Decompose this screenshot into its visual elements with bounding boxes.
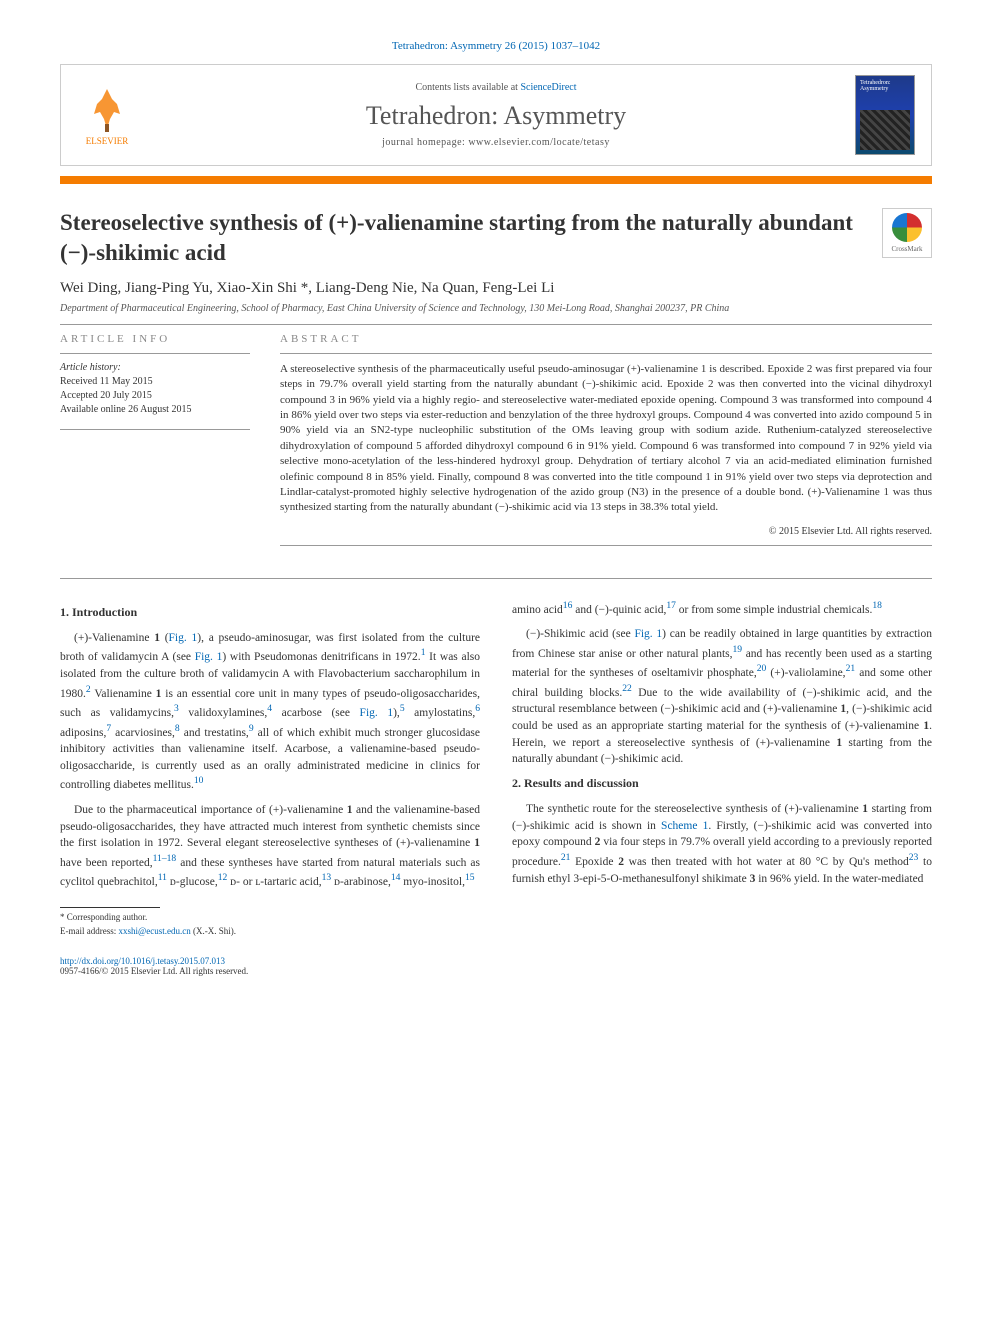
citation-ref[interactable]: 11–18 <box>153 853 177 864</box>
orange-divider-bar <box>60 176 932 184</box>
citation-ref[interactable]: 17 <box>666 600 676 611</box>
separator <box>60 353 250 354</box>
crossmark-badge[interactable]: CrossMark <box>882 208 932 258</box>
issn-copyright: 0957-4166/© 2015 Elsevier Ltd. All right… <box>60 966 932 976</box>
journal-title: Tetrahedron: Asymmetry <box>153 101 839 131</box>
citation-ref[interactable]: 22 <box>622 683 632 694</box>
homepage-prefix: journal homepage: <box>382 137 468 148</box>
citation-ref[interactable]: 16 <box>563 600 573 611</box>
email-prefix: E-mail address: <box>60 926 118 936</box>
article-title: Stereoselective synthesis of (+)-valiena… <box>60 208 866 268</box>
elsevier-logo: ELSEVIER <box>77 80 137 150</box>
figure-ref[interactable]: Fig. 1 <box>360 707 394 719</box>
article-history-label: Article history: <box>60 362 250 373</box>
citation-line: Tetrahedron: Asymmetry 26 (2015) 1037–10… <box>60 40 932 52</box>
journal-cover-thumbnail: Tetrahedron: Asymmetry <box>855 75 915 155</box>
email-suffix: (X.-X. Shi). <box>191 926 236 936</box>
corresponding-email-line: E-mail address: xxshi@ecust.edu.cn (X.-X… <box>60 926 480 936</box>
left-column: 1. Introduction (+)-Valienamine 1 (Fig. … <box>60 599 480 936</box>
citation-ref[interactable]: 6 <box>475 703 480 714</box>
citation-ref[interactable]: 13 <box>322 872 332 883</box>
corresponding-author-label: * Corresponding author. <box>60 912 480 922</box>
elsevier-label: ELSEVIER <box>86 136 129 146</box>
citation-ref[interactable]: 18 <box>872 600 882 611</box>
section-heading-intro: 1. Introduction <box>60 605 480 620</box>
body-paragraph: (−)-Shikimic acid (see Fig. 1) can be re… <box>512 626 932 768</box>
citation-ref[interactable]: 10 <box>194 775 204 786</box>
crossmark-label: CrossMark <box>891 245 922 253</box>
journal-header-box: ELSEVIER Contents lists available at Sci… <box>60 64 932 166</box>
citation-ref[interactable]: 23 <box>909 852 919 863</box>
body-paragraph: (+)-Valienamine 1 (Fig. 1), a pseudo-ami… <box>60 630 480 794</box>
doi-link[interactable]: http://dx.doi.org/10.1016/j.tetasy.2015.… <box>60 956 932 966</box>
contents-lists-line: Contents lists available at ScienceDirec… <box>153 82 839 93</box>
footnote-separator <box>60 907 160 908</box>
citation-ref[interactable]: 14 <box>391 872 401 883</box>
received-date: Received 11 May 2015 <box>60 375 250 389</box>
body-paragraph: amino acid16 and (−)-quinic acid,17 or f… <box>512 599 932 619</box>
section-heading-results: 2. Results and discussion <box>512 776 932 791</box>
journal-homepage-line: journal homepage: www.elsevier.com/locat… <box>153 137 839 148</box>
citation-ref[interactable]: 11 <box>158 872 167 883</box>
abstract-heading: ABSTRACT <box>280 333 932 345</box>
citation-ref[interactable]: 12 <box>218 872 228 883</box>
separator <box>60 578 932 579</box>
citation-ref[interactable]: 21 <box>561 852 571 863</box>
abstract-block: ABSTRACT A stereoselective synthesis of … <box>280 333 932 554</box>
body-paragraph: The synthetic route for the stereoselect… <box>512 801 932 887</box>
body-paragraph: Due to the pharmaceutical importance of … <box>60 802 480 891</box>
separator <box>280 545 932 546</box>
article-info-block: ARTICLE INFO Article history: Received 1… <box>60 333 250 554</box>
separator <box>60 324 932 325</box>
figure-ref[interactable]: Fig. 1 <box>195 651 223 663</box>
separator <box>280 353 932 354</box>
cover-image <box>860 110 910 150</box>
abstract-text: A stereoselective synthesis of the pharm… <box>280 362 932 516</box>
right-column: amino acid16 and (−)-quinic acid,17 or f… <box>512 599 932 936</box>
accepted-date: Accepted 20 July 2015 <box>60 389 250 403</box>
elsevier-tree-icon <box>82 84 132 134</box>
citation-ref[interactable]: 15 <box>465 872 475 883</box>
online-date: Available online 26 August 2015 <box>60 403 250 417</box>
citation-ref[interactable]: 21 <box>846 663 856 674</box>
article-info-heading: ARTICLE INFO <box>60 333 250 345</box>
abstract-copyright: © 2015 Elsevier Ltd. All rights reserved… <box>280 526 932 537</box>
homepage-url[interactable]: www.elsevier.com/locate/tetasy <box>468 137 610 148</box>
crossmark-icon <box>892 213 922 242</box>
author-list: Wei Ding, Jiang-Ping Yu, Xiao-Xin Shi *,… <box>60 280 932 297</box>
scheme-ref[interactable]: Scheme 1 <box>661 820 708 832</box>
author-email-link[interactable]: xxshi@ecust.edu.cn <box>118 926 190 936</box>
citation-ref[interactable]: 19 <box>733 644 743 655</box>
separator <box>60 429 250 430</box>
figure-ref[interactable]: Fig. 1 <box>634 628 662 640</box>
affiliation: Department of Pharmaceutical Engineering… <box>60 303 932 314</box>
cover-title: Tetrahedron: Asymmetry <box>860 80 910 92</box>
citation-ref[interactable]: 20 <box>757 663 767 674</box>
contents-prefix: Contents lists available at <box>415 82 520 93</box>
figure-ref[interactable]: Fig. 1 <box>169 632 198 644</box>
sciencedirect-link[interactable]: ScienceDirect <box>520 82 576 93</box>
